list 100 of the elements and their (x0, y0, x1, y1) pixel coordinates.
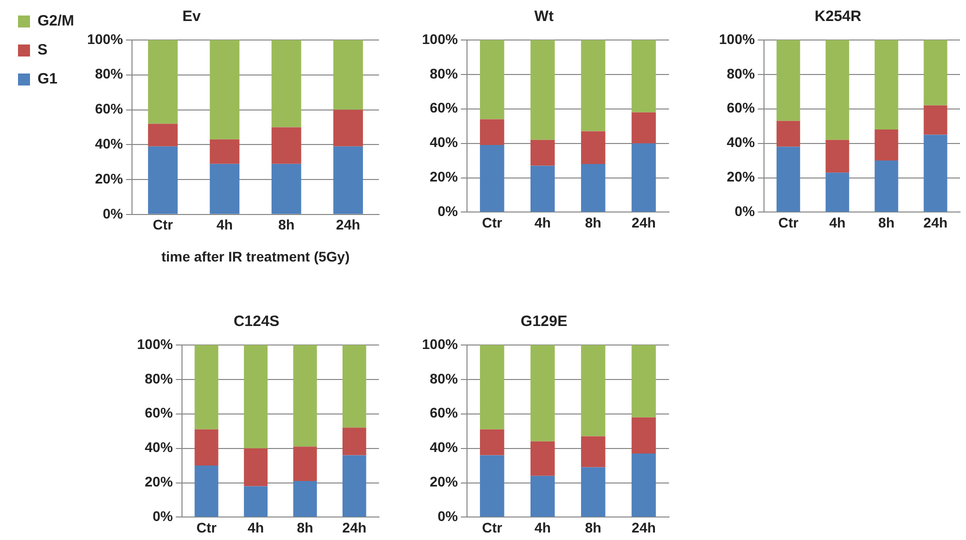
bar (480, 455, 504, 517)
bar (581, 467, 606, 517)
bar (244, 448, 268, 486)
x-tick-label: 8h (296, 519, 314, 536)
bar (530, 476, 555, 517)
bar (632, 112, 656, 144)
y-tick-label: 20% (94, 170, 124, 186)
bar (530, 140, 555, 166)
y-tick-label: 80% (430, 65, 458, 82)
x-tick-label: 8h (278, 216, 295, 233)
y-tick-label: 100% (87, 30, 124, 47)
chart-title: Wt (534, 8, 554, 26)
y-tick-label: 60% (430, 100, 458, 116)
bar (581, 436, 606, 468)
x-axis-title: time after IR treatment (5Gy) (161, 248, 350, 264)
y-tick-label: 40% (430, 439, 458, 456)
bar (826, 140, 850, 173)
bar (342, 455, 366, 517)
bar (293, 345, 317, 447)
bar (272, 40, 302, 128)
y-tick-label: 0% (152, 508, 174, 524)
y-tick-label: 80% (144, 370, 174, 386)
y-tick-label: 0% (102, 205, 124, 222)
x-tick-label: Ctr (482, 519, 503, 536)
bar (874, 40, 898, 130)
y-tick-label: 40% (430, 134, 458, 150)
bar (924, 105, 948, 135)
x-tick-label: Ctr (482, 214, 503, 230)
x-tick-label: 4h (534, 519, 551, 536)
bar (480, 145, 504, 212)
bar (924, 134, 948, 212)
chart-title: G129E (520, 313, 568, 330)
bar (776, 120, 800, 147)
bar (272, 127, 302, 164)
chart-title: K254R (814, 8, 862, 26)
bar (530, 441, 555, 476)
x-tick-label: Ctr (196, 519, 218, 536)
bar (632, 345, 656, 418)
y-tick-label: 40% (144, 439, 174, 456)
y-tick-label: 20% (144, 474, 174, 490)
bar (480, 119, 504, 146)
bar (632, 40, 656, 112)
bar (776, 146, 800, 212)
x-tick-label: 4h (534, 214, 551, 230)
y-tick-label: 100% (136, 336, 174, 352)
bar (333, 146, 363, 214)
x-tick-label: 24h (923, 214, 948, 230)
bar (530, 40, 555, 140)
bar (272, 164, 302, 214)
bar (530, 345, 555, 442)
y-tick-label: 0% (438, 203, 458, 220)
y-tick-label: 60% (726, 100, 756, 116)
bar (874, 130, 898, 161)
bar (342, 428, 366, 456)
y-tick-label: 20% (726, 168, 756, 185)
bar (632, 143, 656, 212)
y-tick-label: 0% (438, 508, 458, 524)
chart-title: C124S (234, 313, 280, 330)
y-tick-label: 80% (726, 65, 756, 82)
x-tick-label: 24h (632, 519, 656, 536)
y-tick-label: 60% (94, 100, 124, 117)
bar (632, 453, 656, 517)
bar (293, 446, 317, 482)
bar (333, 40, 363, 110)
bar (333, 110, 363, 146)
x-tick-label: 24h (336, 216, 360, 233)
y-tick-label: 60% (430, 404, 458, 421)
bar (530, 166, 555, 212)
bar (826, 172, 850, 212)
bar (194, 466, 218, 517)
bar (480, 429, 504, 456)
legend-label: S (38, 42, 48, 59)
y-tick-label: 20% (430, 168, 458, 185)
x-tick-label: 8h (585, 214, 602, 230)
x-tick-label: 4h (248, 519, 264, 536)
bar (342, 345, 366, 428)
x-tick-label: Ctr (152, 216, 174, 233)
chart-title: Ev (182, 8, 202, 26)
y-tick-label: 80% (94, 66, 124, 82)
bar (632, 417, 656, 454)
y-tick-label: 40% (94, 136, 124, 152)
bar (924, 40, 948, 106)
bar (581, 131, 606, 164)
bar (581, 345, 606, 436)
x-tick-label: 8h (585, 519, 602, 536)
x-tick-label: Ctr (778, 214, 799, 230)
x-tick-label: 4h (829, 214, 846, 230)
bar (148, 124, 178, 146)
bar (480, 345, 504, 430)
bar (581, 40, 606, 132)
bar (148, 40, 178, 124)
y-tick-label: 100% (718, 30, 756, 47)
y-tick-label: 100% (422, 30, 458, 47)
y-tick-label: 0% (734, 203, 756, 220)
bar (581, 164, 606, 212)
bar (194, 429, 218, 466)
bar (148, 146, 178, 214)
legend-label: G1 (38, 70, 58, 88)
x-tick-label: 8h (878, 214, 895, 230)
x-tick-label: 24h (342, 519, 366, 536)
